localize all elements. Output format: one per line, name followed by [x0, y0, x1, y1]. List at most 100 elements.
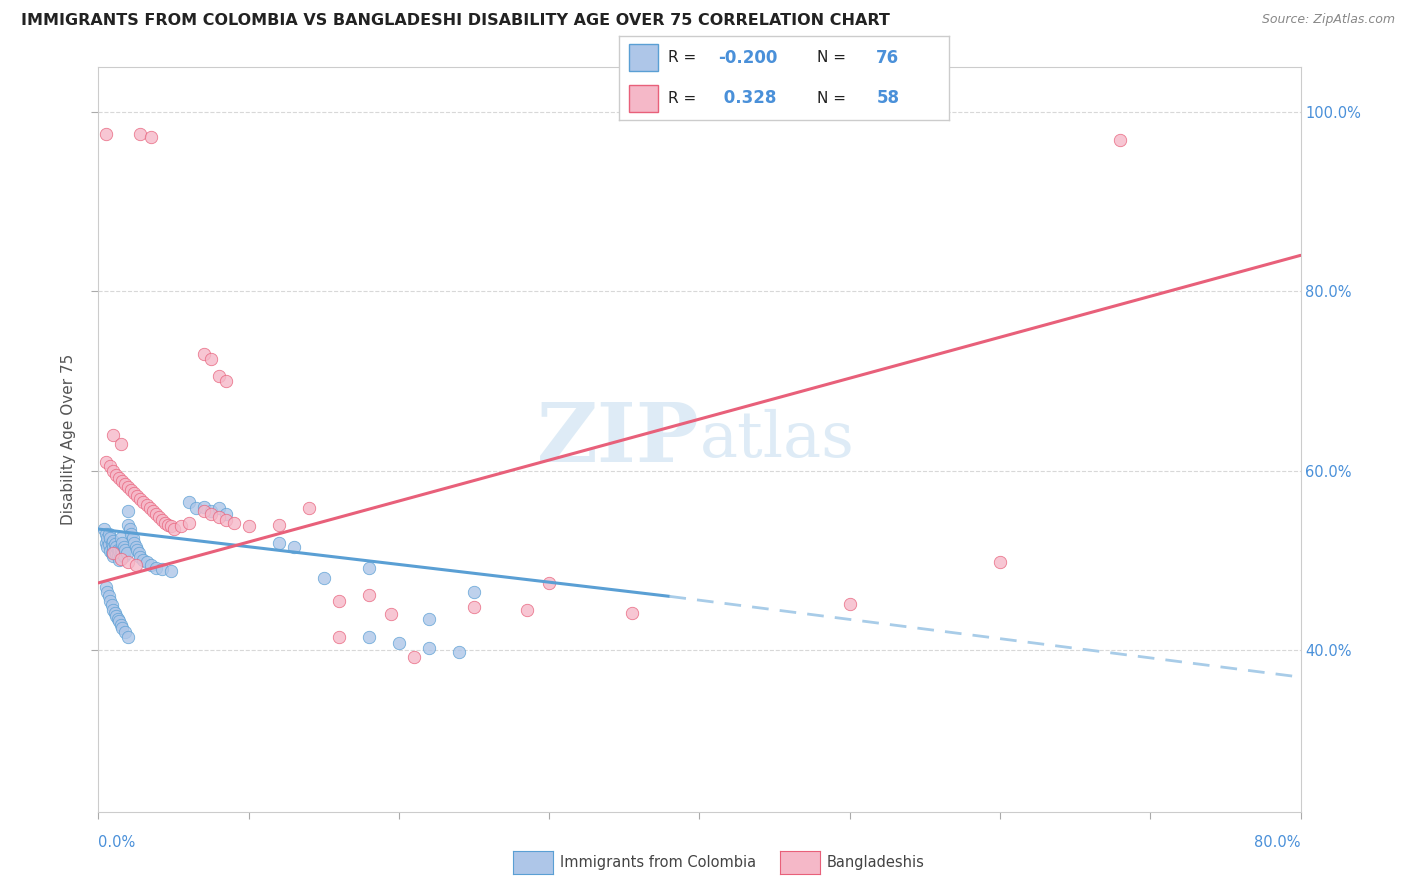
Text: atlas: atlas: [700, 409, 855, 470]
Point: [105, 547, 128, 561]
Point: [132, 553, 155, 567]
Point: [135, 555, 157, 569]
Point: [135, 498, 157, 512]
Point: [108, 471, 131, 485]
Point: [620, 606, 643, 620]
Point: [117, 504, 139, 518]
Point: [129, 127, 152, 141]
Point: [200, 507, 222, 521]
Point: [125, 558, 148, 572]
Bar: [628, 85, 658, 112]
Point: [114, 542, 136, 557]
Point: [141, 504, 163, 518]
Point: [105, 609, 128, 624]
Point: [110, 437, 132, 451]
Point: [215, 374, 238, 388]
Point: [122, 531, 145, 545]
Text: R =: R =: [668, 91, 702, 106]
Point: [200, 351, 222, 366]
Point: [112, 549, 135, 563]
Point: [193, 500, 215, 514]
Point: [153, 516, 176, 530]
Point: [159, 519, 181, 533]
Point: [100, 544, 122, 558]
Text: 76: 76: [876, 49, 900, 67]
Point: [110, 531, 132, 545]
Point: [94, 455, 117, 469]
Point: [328, 630, 350, 644]
Point: [380, 607, 402, 622]
Point: [267, 535, 290, 549]
Point: [156, 517, 179, 532]
Point: [104, 544, 127, 558]
Point: [328, 594, 350, 608]
Point: [138, 501, 160, 516]
Text: Source: ZipAtlas.com: Source: ZipAtlas.com: [1261, 13, 1395, 27]
Point: [538, 575, 561, 590]
Point: [388, 636, 411, 650]
Point: [139, 558, 162, 572]
Point: [96, 585, 118, 599]
Point: [357, 560, 380, 574]
Point: [103, 549, 125, 563]
Point: [838, 597, 860, 611]
Point: [121, 483, 143, 498]
Point: [94, 526, 117, 541]
Point: [238, 519, 260, 533]
Point: [121, 526, 143, 541]
Point: [97, 590, 120, 604]
Point: [148, 510, 170, 524]
Point: [101, 535, 124, 549]
Point: [208, 510, 231, 524]
Point: [111, 475, 134, 489]
Text: 0.0%: 0.0%: [98, 836, 135, 850]
Point: [117, 480, 139, 494]
Point: [215, 507, 238, 521]
Point: [145, 507, 167, 521]
Text: ZIP: ZIP: [537, 400, 700, 479]
Point: [103, 464, 125, 478]
Point: [94, 127, 117, 141]
Point: [127, 542, 149, 557]
Point: [104, 606, 127, 620]
Point: [357, 630, 380, 644]
Point: [111, 546, 134, 560]
Point: [107, 612, 129, 626]
Point: [215, 513, 238, 527]
Point: [193, 504, 215, 518]
Point: [418, 612, 440, 626]
Point: [103, 546, 125, 560]
Point: [177, 495, 200, 509]
Point: [139, 129, 162, 144]
Point: [463, 585, 485, 599]
Text: N =: N =: [817, 50, 851, 65]
Point: [159, 564, 181, 578]
Text: -0.200: -0.200: [718, 49, 778, 67]
Point: [110, 544, 132, 558]
Point: [988, 555, 1011, 569]
Point: [145, 560, 167, 574]
Point: [108, 553, 131, 567]
Point: [107, 542, 129, 557]
Text: R =: R =: [668, 50, 702, 65]
Point: [125, 540, 148, 554]
Point: [103, 540, 125, 554]
Point: [100, 531, 122, 545]
Point: [110, 551, 132, 566]
Point: [128, 546, 150, 560]
Point: [117, 630, 139, 644]
Point: [150, 562, 173, 576]
Point: [283, 540, 305, 554]
Point: [100, 459, 122, 474]
Point: [402, 650, 425, 665]
Point: [117, 555, 139, 569]
Point: [267, 517, 290, 532]
Point: [94, 580, 117, 594]
Point: [107, 549, 129, 563]
Point: [129, 492, 152, 507]
Point: [100, 594, 122, 608]
Point: [516, 603, 538, 617]
Point: [103, 533, 125, 548]
Text: 0.328: 0.328: [718, 89, 776, 107]
Point: [200, 504, 222, 518]
